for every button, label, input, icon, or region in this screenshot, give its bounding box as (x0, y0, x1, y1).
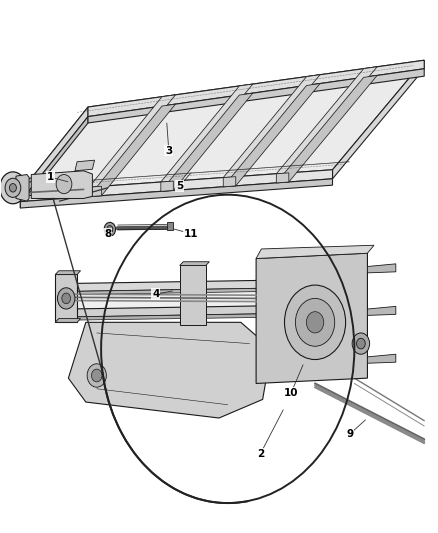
Circle shape (92, 369, 102, 382)
Polygon shape (88, 60, 424, 117)
Polygon shape (256, 245, 374, 259)
Polygon shape (180, 265, 206, 325)
Circle shape (357, 338, 365, 349)
Polygon shape (161, 84, 253, 182)
Polygon shape (20, 169, 332, 201)
Polygon shape (68, 313, 330, 320)
Circle shape (352, 333, 370, 354)
Circle shape (62, 293, 71, 304)
Circle shape (5, 178, 21, 197)
Polygon shape (16, 174, 29, 201)
Polygon shape (55, 274, 77, 322)
Polygon shape (20, 179, 332, 208)
Polygon shape (88, 69, 424, 123)
Polygon shape (276, 173, 289, 183)
Circle shape (107, 225, 113, 233)
Polygon shape (367, 264, 396, 273)
Circle shape (306, 312, 324, 333)
Polygon shape (161, 93, 253, 191)
Polygon shape (55, 271, 81, 274)
Polygon shape (89, 95, 176, 187)
Circle shape (10, 183, 16, 192)
Polygon shape (367, 354, 396, 364)
Polygon shape (223, 84, 320, 187)
Text: 9: 9 (346, 429, 353, 439)
Polygon shape (75, 160, 95, 171)
Text: 11: 11 (184, 229, 198, 239)
Text: 8: 8 (104, 229, 111, 239)
Circle shape (87, 364, 106, 387)
Polygon shape (55, 319, 81, 322)
Text: 4: 4 (152, 289, 159, 299)
Polygon shape (68, 279, 330, 292)
Circle shape (285, 285, 346, 360)
Polygon shape (161, 181, 173, 191)
Text: 5: 5 (176, 181, 184, 191)
Polygon shape (26, 173, 71, 182)
Polygon shape (20, 117, 88, 208)
Circle shape (56, 174, 72, 193)
Circle shape (104, 222, 116, 236)
Polygon shape (26, 187, 71, 196)
Polygon shape (20, 107, 88, 201)
Polygon shape (89, 186, 102, 197)
Text: 3: 3 (165, 146, 173, 156)
Polygon shape (256, 253, 367, 383)
Text: 2: 2 (257, 449, 264, 458)
Polygon shape (166, 222, 173, 230)
Circle shape (57, 288, 75, 309)
Circle shape (295, 298, 335, 346)
Circle shape (0, 172, 26, 204)
Polygon shape (89, 104, 176, 197)
Polygon shape (332, 60, 424, 179)
Polygon shape (20, 60, 424, 192)
Polygon shape (223, 75, 320, 177)
Polygon shape (276, 67, 377, 174)
Polygon shape (180, 262, 209, 265)
Polygon shape (68, 305, 330, 317)
Polygon shape (31, 171, 92, 198)
Polygon shape (68, 322, 272, 418)
Polygon shape (276, 76, 377, 183)
Polygon shape (223, 176, 236, 187)
Text: 1: 1 (47, 172, 54, 182)
Polygon shape (68, 287, 330, 295)
Polygon shape (73, 288, 326, 309)
Polygon shape (367, 306, 396, 316)
Text: 10: 10 (284, 388, 298, 398)
